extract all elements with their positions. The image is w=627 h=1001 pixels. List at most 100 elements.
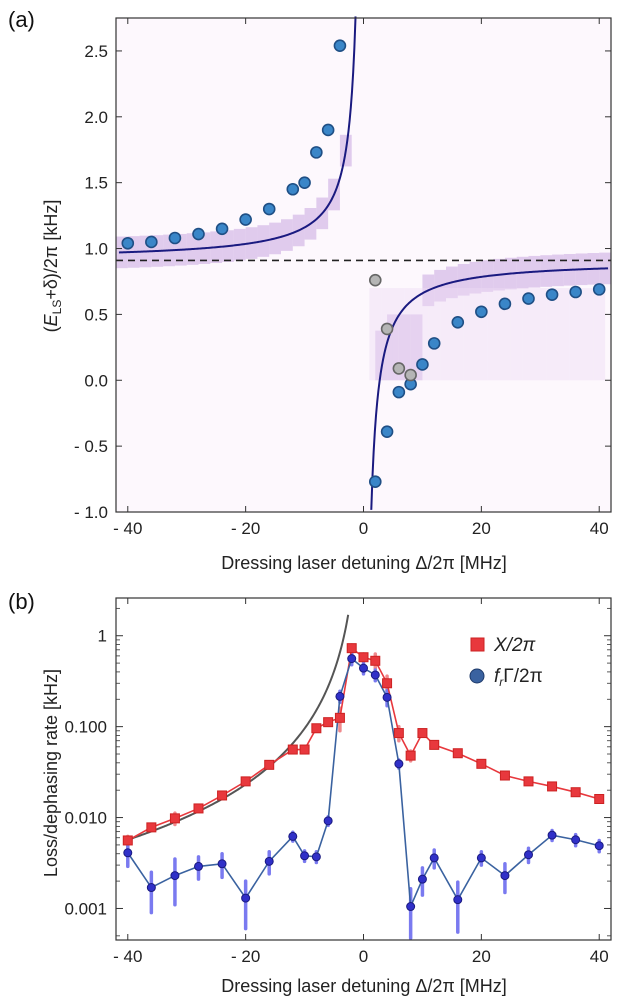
heatmap-cell bbox=[463, 288, 476, 381]
data-point-fr-gamma bbox=[453, 895, 463, 905]
data-point-gray bbox=[368, 273, 382, 287]
data-point-gray bbox=[404, 368, 417, 382]
data-point-x bbox=[499, 770, 510, 781]
data-point bbox=[145, 235, 158, 249]
heatmap-cell bbox=[534, 288, 547, 381]
data-point-x bbox=[452, 748, 463, 759]
data-point-fr-gamma bbox=[241, 893, 251, 903]
panel-a-x-axis-label: Dressing laser detuning Δ/2π [MHz] bbox=[221, 553, 507, 573]
x-tick-label: - 20 bbox=[231, 947, 260, 966]
data-point-fr-gamma bbox=[359, 663, 368, 673]
panel-a-x-ticks: - 40 - 20 0 20 40 bbox=[113, 18, 609, 538]
heatmap-cell bbox=[375, 330, 388, 381]
data-point bbox=[475, 305, 488, 319]
panel-b-frame bbox=[115, 597, 612, 941]
heatmap-cell bbox=[428, 288, 441, 381]
data-point-x bbox=[169, 813, 180, 824]
panel-a-heatmap bbox=[116, 18, 611, 512]
data-point-x bbox=[122, 835, 133, 846]
data-point bbox=[498, 297, 512, 311]
x-tick-label: 20 bbox=[472, 519, 491, 538]
data-point-x bbox=[193, 803, 204, 814]
data-point bbox=[368, 475, 382, 489]
data-point bbox=[168, 231, 182, 245]
data-point-fr-gamma bbox=[217, 859, 227, 869]
data-point-fr-gamma bbox=[429, 853, 439, 863]
heatmap-cell bbox=[581, 288, 594, 381]
data-point-fr-gamma bbox=[194, 861, 203, 871]
data-point-fr-gamma bbox=[288, 831, 298, 841]
x-tick-label: - 40 bbox=[113, 519, 142, 538]
heatmap-cell bbox=[392, 288, 405, 381]
data-point bbox=[239, 213, 252, 226]
x-tick-label: 0 bbox=[359, 519, 368, 538]
panel-b-points bbox=[122, 643, 605, 912]
data-point-x bbox=[358, 652, 369, 663]
data-point bbox=[321, 123, 335, 137]
data-point bbox=[298, 176, 311, 189]
data-point-x bbox=[323, 717, 334, 728]
panel-a-y-ticks: - 1.0 - 0.5 0.0 0.5 1.0 1.5 2.0 2.5 bbox=[74, 42, 611, 522]
data-point-x bbox=[240, 776, 251, 787]
heatmap-cell bbox=[510, 288, 523, 381]
data-point-x bbox=[393, 728, 404, 739]
data-point-fr-gamma bbox=[382, 692, 392, 702]
data-point-fr-gamma bbox=[323, 816, 333, 826]
panel-b-error-bars bbox=[126, 643, 601, 940]
data-point-fr-gamma bbox=[524, 850, 533, 860]
data-point-x bbox=[299, 744, 310, 755]
heatmap-cell bbox=[410, 314, 423, 381]
y-tick-label: 1.0 bbox=[84, 240, 108, 259]
panel-a-label: (a) bbox=[8, 7, 35, 32]
data-point-x bbox=[382, 678, 393, 689]
data-point bbox=[416, 358, 429, 371]
heatmap-cell bbox=[522, 288, 535, 381]
x-tick-label: - 20 bbox=[231, 519, 260, 538]
data-point-fr-gamma bbox=[300, 851, 310, 861]
data-point-x bbox=[217, 790, 228, 801]
heatmap-cell bbox=[451, 288, 464, 381]
heatmap-cell bbox=[387, 314, 399, 381]
data-point-x bbox=[264, 759, 275, 770]
data-point-fr-gamma bbox=[476, 853, 486, 863]
data-point-x bbox=[429, 739, 440, 750]
y-tick-label: 0.5 bbox=[84, 305, 108, 324]
y-tick-label: - 0.5 bbox=[74, 437, 108, 456]
data-point-fr-gamma bbox=[406, 902, 416, 912]
heatmap-cell bbox=[416, 288, 429, 381]
heatmap-cell bbox=[593, 288, 606, 381]
y-tick-label: 2.0 bbox=[84, 108, 108, 127]
heatmap-cell bbox=[499, 288, 511, 381]
data-point bbox=[333, 39, 347, 52]
data-point-fr-gamma bbox=[594, 841, 604, 851]
data-point bbox=[310, 146, 323, 159]
y-tick-label: 1.5 bbox=[84, 174, 108, 193]
legend-marker-x bbox=[470, 637, 485, 652]
x-tick-label: 0 bbox=[359, 947, 368, 966]
data-point bbox=[569, 285, 582, 299]
heatmap-cell bbox=[440, 288, 452, 381]
x-tick-label: 20 bbox=[472, 947, 491, 966]
data-point bbox=[121, 236, 135, 250]
data-point bbox=[192, 227, 205, 241]
data-point-x bbox=[547, 781, 558, 792]
data-point-fr-gamma bbox=[264, 856, 274, 866]
data-point-fr-gamma bbox=[170, 871, 180, 881]
legend: X/2π frΓ/2π bbox=[469, 635, 543, 689]
y-tick-label: 0.0 bbox=[84, 371, 108, 390]
data-point-x bbox=[334, 712, 345, 723]
data-point bbox=[262, 202, 276, 216]
x-tick-label: 40 bbox=[590, 519, 609, 538]
y-tick-label: 0.100 bbox=[64, 718, 107, 737]
x-tick-label: - 40 bbox=[113, 947, 142, 966]
data-point bbox=[392, 385, 406, 399]
data-point-x bbox=[594, 793, 605, 804]
panel-b: (b) - 40 - 20 0 20 40 0.001 0.010 0.100 1 Dress… bbox=[8, 589, 612, 996]
y-tick-label: 0.001 bbox=[64, 899, 107, 918]
y-tick-label: 0.010 bbox=[64, 809, 107, 828]
legend-marker-fr-gamma bbox=[469, 668, 485, 684]
data-point bbox=[545, 288, 559, 301]
panel-b-x-axis-label: Dressing laser detuning Δ/2π [MHz] bbox=[221, 976, 507, 996]
data-point-fr-gamma bbox=[394, 759, 404, 769]
heatmap-cell bbox=[398, 314, 411, 381]
